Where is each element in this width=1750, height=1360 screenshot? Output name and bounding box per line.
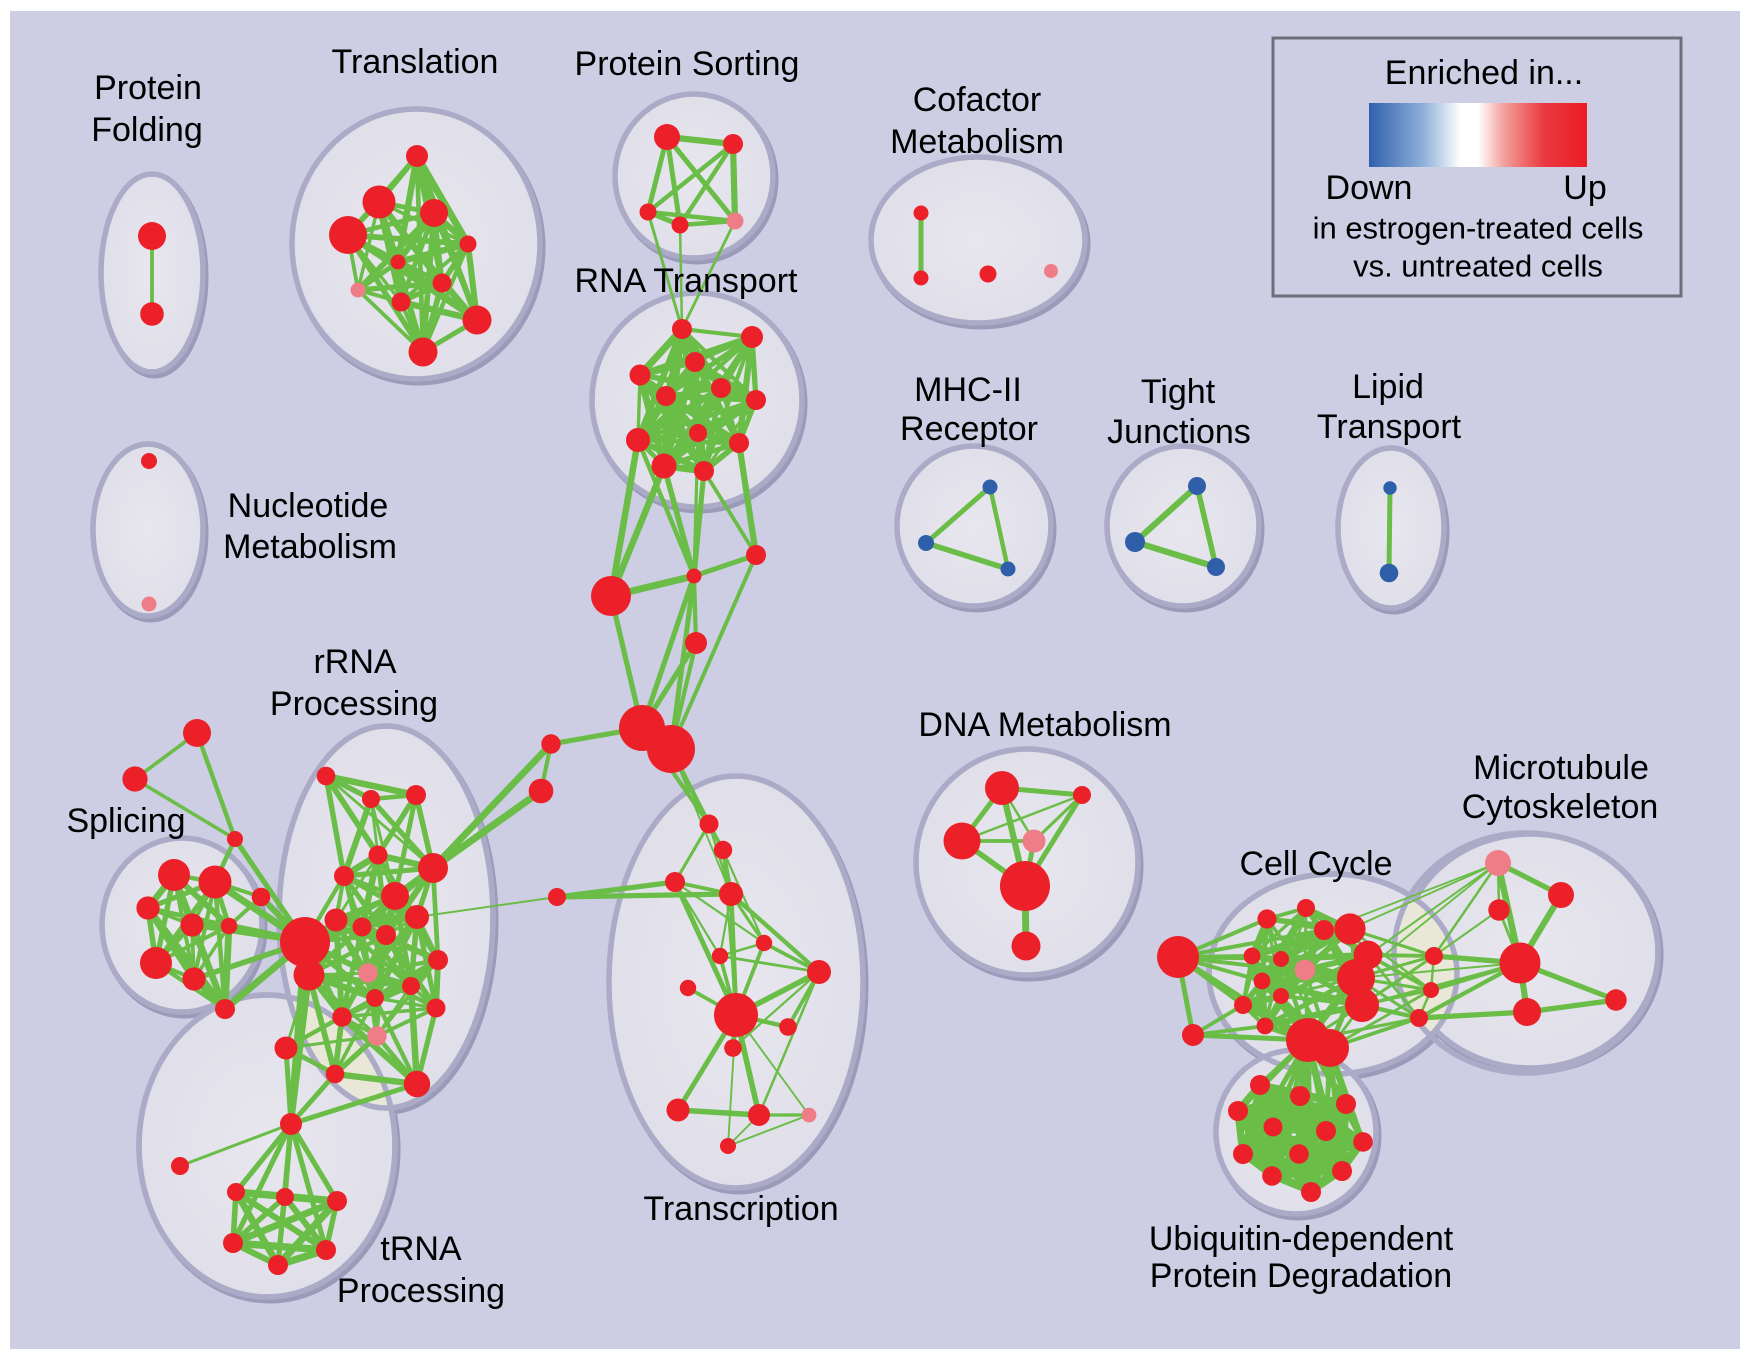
svg-text:Down: Down: [1326, 169, 1413, 207]
svg-text:Tight: Tight: [1141, 373, 1216, 411]
svg-text:tRNA: tRNA: [380, 1230, 462, 1268]
svg-text:vs. untreated cells: vs. untreated cells: [1353, 249, 1603, 284]
svg-text:Splicing: Splicing: [66, 802, 185, 840]
svg-text:Processing: Processing: [270, 685, 438, 723]
svg-text:Cytoskeleton: Cytoskeleton: [1462, 788, 1659, 826]
svg-text:Processing: Processing: [337, 1272, 505, 1310]
svg-text:MHC-II: MHC-II: [914, 371, 1022, 409]
svg-text:in estrogen-treated cells: in estrogen-treated cells: [1313, 211, 1644, 246]
svg-text:Protein Sorting: Protein Sorting: [575, 45, 800, 83]
svg-text:rRNA: rRNA: [313, 643, 396, 681]
svg-text:DNA Metabolism: DNA Metabolism: [918, 706, 1171, 744]
svg-text:Receptor: Receptor: [900, 410, 1038, 448]
svg-text:Protein Degradation: Protein Degradation: [1150, 1257, 1452, 1295]
svg-text:Transcription: Transcription: [643, 1190, 838, 1228]
svg-text:Nucleotide: Nucleotide: [228, 487, 389, 525]
svg-text:Enriched in...: Enriched in...: [1385, 54, 1583, 92]
svg-text:Cofactor: Cofactor: [913, 81, 1042, 119]
svg-text:Ubiquitin-dependent: Ubiquitin-dependent: [1149, 1220, 1454, 1258]
svg-text:Metabolism: Metabolism: [890, 123, 1064, 161]
svg-text:Junctions: Junctions: [1107, 413, 1251, 451]
svg-text:Microtubule: Microtubule: [1473, 749, 1649, 787]
svg-text:Lipid: Lipid: [1352, 368, 1424, 406]
svg-text:Folding: Folding: [91, 111, 203, 149]
svg-text:Protein: Protein: [94, 69, 202, 107]
svg-text:Translation: Translation: [332, 43, 499, 81]
svg-text:Transport: Transport: [1317, 408, 1462, 446]
svg-text:RNA Transport: RNA Transport: [575, 262, 799, 300]
svg-text:Metabolism: Metabolism: [223, 528, 397, 566]
svg-text:Cell Cycle: Cell Cycle: [1239, 845, 1392, 883]
svg-text:Up: Up: [1563, 169, 1606, 207]
